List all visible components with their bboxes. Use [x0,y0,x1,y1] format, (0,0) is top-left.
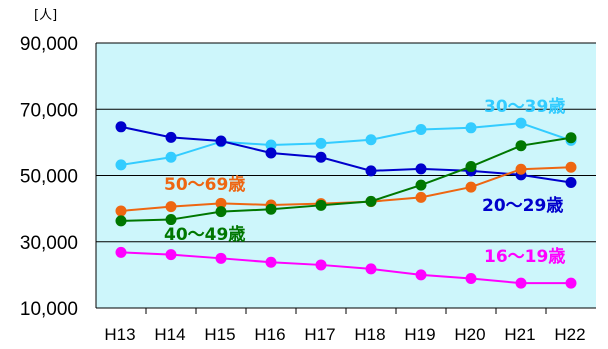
y-tick-labels: 90,000 70,000 50,000 30,000 10,000 [20,34,78,320]
data-point [515,277,527,289]
data-point [415,179,427,191]
data-point [215,197,227,209]
series-label: 16～19歳 [484,246,565,267]
data-point [565,277,577,289]
data-point [165,214,177,226]
series-3 [115,132,577,227]
data-point [115,205,127,217]
data-point [465,161,477,173]
data-point [115,159,127,171]
data-point [465,273,477,285]
data-point [315,199,327,211]
x-tick-label: H22 [554,325,585,344]
data-point [315,137,327,149]
series-labels: 30～39歳 20～29歳 50～69歳 40～49歳 16～19歳 [164,96,565,267]
data-point [515,117,527,129]
data-point [115,215,127,227]
series-line [120,251,571,285]
data-point [415,269,427,281]
data-point [565,176,577,188]
data-point [165,249,177,261]
data-point [165,201,177,213]
data-point [265,147,277,159]
x-tick-label: H17 [304,325,335,344]
data-point [365,165,377,177]
data-point [365,134,377,146]
series-line [120,122,572,166]
series-lines [115,117,577,289]
data-point [415,191,427,203]
data-point [365,263,377,275]
x-tick-label: H16 [254,325,285,344]
data-point [415,163,427,175]
data-point [565,132,577,144]
data-point [165,131,177,143]
data-point [215,135,227,147]
data-point [265,203,277,215]
series-line [120,136,572,222]
x-tick-label: H15 [204,325,235,344]
x-tick-label: H18 [354,325,385,344]
gridlines [96,42,596,243]
data-point [565,161,577,173]
x-tick-label: H20 [454,325,485,344]
y-axis-unit-label: [人] [34,8,57,23]
x-tick-label: H19 [404,325,435,344]
y-tick-label: 50,000 [20,167,78,188]
x-tick-labels: H13 H14 H15 H16 H17 H18 H19 H20 H21 H22 [104,308,586,344]
data-point [165,151,177,163]
data-point [315,259,327,271]
data-point [465,181,477,193]
data-point [265,139,277,151]
y-tick-label: 70,000 [20,100,78,121]
x-tick-label: H21 [504,325,535,344]
y-tick-label: 30,000 [20,233,78,254]
series-4 [115,246,577,289]
series-label: 30～39歳 [484,96,565,117]
data-point [265,256,277,268]
data-point [515,140,527,152]
data-point [415,123,427,135]
data-point [215,252,227,264]
data-point [115,121,127,133]
data-point [365,195,377,207]
x-tick-label: H14 [154,325,185,344]
series-label: 40～49歳 [164,224,245,245]
x-tick-label: H13 [104,325,135,344]
series-label: 20～29歳 [482,195,563,216]
data-point [515,163,527,175]
series-line [120,125,572,184]
data-point [215,206,227,218]
data-point [465,122,477,134]
y-tick-label: 10,000 [20,299,78,320]
y-tick-label: 90,000 [20,34,78,55]
data-point [115,246,127,258]
series-label: 50～69歳 [164,174,245,195]
data-point [315,151,327,163]
